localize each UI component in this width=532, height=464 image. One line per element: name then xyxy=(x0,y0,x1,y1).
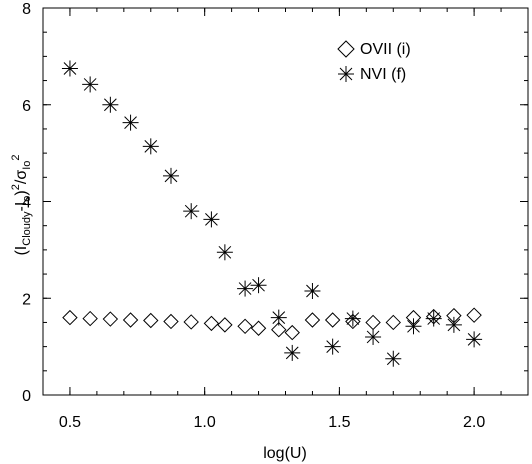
x-tick-label: 1.5 xyxy=(328,414,350,431)
y-tick-label: 0 xyxy=(22,388,31,405)
ovii-data-point xyxy=(250,320,267,336)
ovii-data-point xyxy=(304,312,321,328)
nvi-data-point xyxy=(466,331,483,348)
nvi-data-point xyxy=(216,244,233,261)
ovii-data-point xyxy=(203,315,220,332)
ovii-data-point xyxy=(385,314,401,331)
nvi-data-point xyxy=(61,60,78,77)
x-axis-title: log(U) xyxy=(263,445,307,462)
x-tick-label: 2.0 xyxy=(463,414,485,431)
ovii-data-point xyxy=(217,317,233,333)
legend-item-nvi: NVI (f) xyxy=(338,66,406,83)
legend-item-ovii: OVII (i) xyxy=(337,40,411,58)
nvi-data-point xyxy=(365,328,382,345)
nvi-data-point xyxy=(122,114,139,131)
ovii-data-point xyxy=(62,309,78,326)
nvi-data-point xyxy=(183,203,200,220)
ovii-data-point xyxy=(143,312,159,329)
ovii-data-point xyxy=(365,314,381,331)
y-tick-label: 6 xyxy=(22,98,31,115)
y-tick-label: 4 xyxy=(22,195,31,212)
nvi-data-point xyxy=(385,350,402,367)
nvi-data-point xyxy=(142,138,159,155)
legend-label-ovii: OVII (i) xyxy=(360,41,411,58)
ovii-data-point xyxy=(102,311,119,327)
y-axis-title: (ICloudy-Io)2/σIo2 xyxy=(10,154,33,255)
ticks xyxy=(42,7,529,396)
nvi-data-point xyxy=(237,280,254,297)
legend: OVII (i) NVI (f) xyxy=(337,40,411,83)
y-tick-label: 2 xyxy=(22,291,31,308)
legend-asterisk-marker xyxy=(338,66,354,82)
nvi-data-point xyxy=(284,344,301,361)
nvi-data-point xyxy=(344,310,361,327)
nvi-data-point xyxy=(324,338,341,355)
nvi-data-point xyxy=(270,309,287,326)
x-tick-label: 0.5 xyxy=(59,414,81,431)
ovii-data-point xyxy=(345,313,361,330)
nvi-data-point xyxy=(425,310,442,327)
ovii-data-point xyxy=(466,307,482,323)
nvi-data-point xyxy=(162,167,179,184)
nvi-data-point xyxy=(203,211,220,228)
y-tick-label: 8 xyxy=(22,1,31,18)
nvi-data-point xyxy=(445,316,462,333)
ovii-data-point xyxy=(163,313,179,330)
nvi-data-point xyxy=(102,96,119,113)
nvi-data-point xyxy=(82,76,99,93)
plot-frame xyxy=(42,7,529,396)
ovii-data-point xyxy=(324,312,341,328)
ovii-data-point xyxy=(183,314,199,330)
ovii-data-point xyxy=(284,324,300,341)
nvi-data-point xyxy=(405,318,422,335)
ovii-data-point xyxy=(271,321,287,338)
legend-label-nvi: NVI (f) xyxy=(360,66,406,83)
ovii-data-point xyxy=(237,318,253,335)
tick-labels: 0.5 1.0 1.5 2.0 0 2 4 6 8 xyxy=(22,1,485,431)
data-markers xyxy=(61,60,483,367)
x-tick-label: 1.0 xyxy=(194,414,216,431)
ovii-data-point xyxy=(122,312,139,328)
nvi-data-point xyxy=(304,282,321,299)
ovii-data-point xyxy=(82,310,98,327)
legend-diamond-marker xyxy=(337,40,355,58)
nvi-data-point xyxy=(250,277,267,294)
